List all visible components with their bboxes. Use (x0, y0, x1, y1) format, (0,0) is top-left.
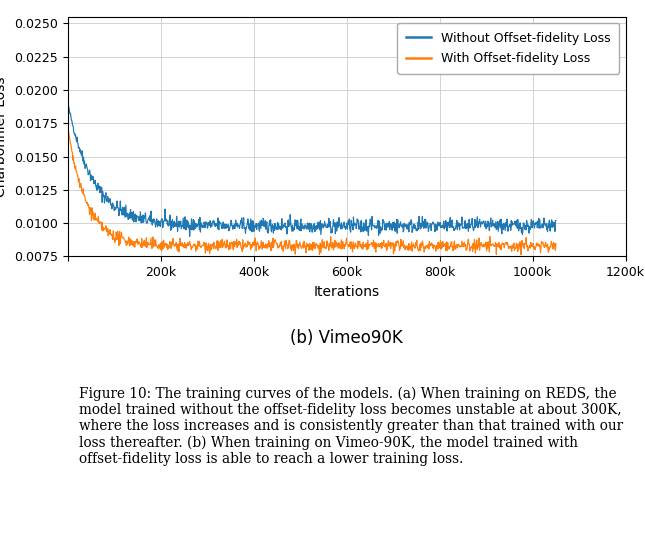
X-axis label: Iterations: Iterations (313, 285, 380, 299)
Legend: Without Offset-fidelity Loss, With Offset-fidelity Loss: Without Offset-fidelity Loss, With Offse… (397, 23, 619, 74)
Text: (b) Vimeo90K: (b) Vimeo90K (290, 329, 403, 347)
Text: Figure 10: The training curves of the models. (a) When training on REDS, the mod: Figure 10: The training curves of the mo… (79, 387, 623, 466)
Y-axis label: Charbonnier Loss: Charbonnier Loss (0, 76, 8, 197)
